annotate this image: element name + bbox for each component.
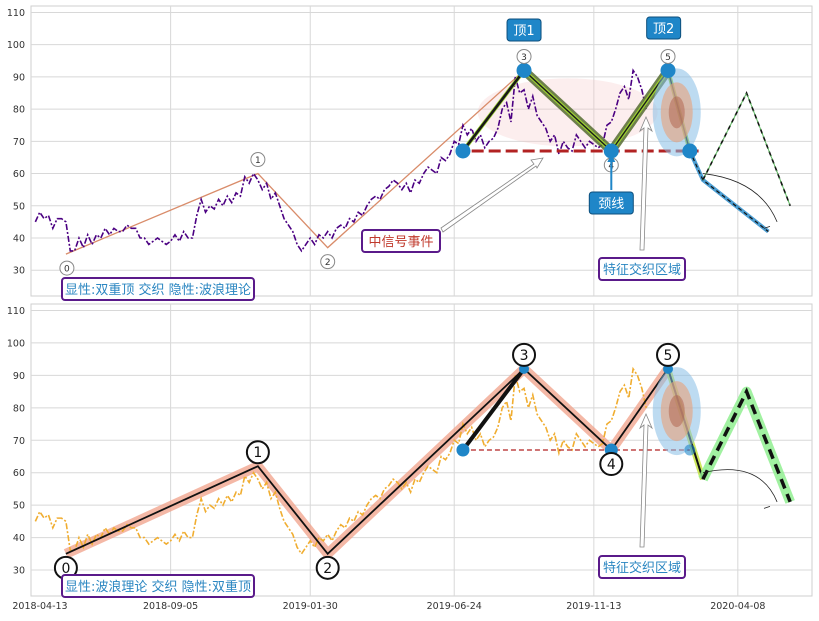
- y-tick-label: 70: [13, 436, 25, 447]
- y-tick-label: 40: [13, 533, 25, 544]
- region-box: [598, 555, 686, 579]
- top-badge-label: 顶1: [513, 24, 534, 39]
- pattern-point: [682, 143, 698, 159]
- wave-label-circle: [315, 555, 340, 580]
- signal-box: [361, 229, 441, 253]
- y-tick-label: 100: [7, 40, 25, 51]
- legend-label: 显性:波浪理论 交织 隐性:双重顶: [65, 579, 251, 595]
- wave-label: 1: [253, 445, 262, 461]
- projection-line: [701, 387, 792, 503]
- top-panel: 30405060708090100110012345顶1顶2颈线中信号事件特征交…: [7, 5, 813, 301]
- region-label: 特征交织区域: [603, 560, 681, 576]
- region-label: 特征交织区域: [603, 262, 681, 278]
- wave-label-circle: [59, 260, 75, 276]
- y-tick-label: 70: [13, 137, 25, 148]
- pattern-point: [660, 62, 676, 78]
- forecast-arc-end: [763, 506, 771, 509]
- pattern-point: [516, 62, 532, 78]
- y-tick-label: 80: [13, 105, 25, 116]
- y-tick-label: 60: [13, 468, 25, 479]
- y-tick-label: 90: [13, 371, 25, 382]
- y-tick-label: 50: [13, 501, 25, 512]
- wave-label-circle: [599, 452, 624, 476]
- interweave-ellipse-inner: [668, 395, 685, 428]
- bottom-panel: 30 40 50 60 70 80 90 100 110 0 1 2 3 4 5 特征交织区域显性:波浪理论 …: [7, 303, 813, 598]
- y-tick-label: 110: [7, 306, 25, 317]
- y-tick-label: 30: [13, 566, 25, 577]
- wave-label: 3: [520, 348, 529, 364]
- pattern-point: [455, 143, 471, 159]
- top-badge-label: 顶2: [653, 22, 674, 37]
- pattern-point: [684, 444, 696, 456]
- pattern-point: [456, 443, 470, 457]
- x-axis: 2018-04-13 2018-09-05 2019-01-30 2019-06-24…: [12, 601, 765, 612]
- wave-projection-accent: [702, 91, 791, 206]
- wave-label: 4: [607, 457, 616, 473]
- wave-label-circle: [656, 342, 681, 367]
- y-tick-label: 30: [13, 266, 25, 277]
- y-tick-label: 100: [7, 338, 25, 349]
- wave-line: [65, 367, 669, 556]
- wave-label: 3: [521, 53, 527, 63]
- region-box: [598, 257, 686, 281]
- neckline-arrow-head: [607, 154, 616, 162]
- wave-label: 5: [664, 348, 673, 364]
- wave-label: 1: [255, 156, 261, 166]
- signal-arrow: [440, 157, 544, 233]
- y-tick-label: 80: [13, 403, 25, 414]
- forecast-arc-end: [763, 225, 771, 229]
- wave-label: 0: [64, 265, 70, 275]
- wave-label: 2: [325, 258, 331, 268]
- legend-box: [61, 574, 255, 598]
- pattern-entry-line: [461, 367, 526, 452]
- y-tick-label: 110: [7, 8, 25, 19]
- wave-label-circle: [512, 342, 537, 367]
- x-tick-label: 2019-06-24: [427, 601, 482, 612]
- x-tick-label: 2020-04-08: [710, 601, 765, 612]
- legend-box: [61, 277, 255, 301]
- neckline-badge: [588, 191, 634, 215]
- signal-label: 中信号事件: [368, 235, 433, 250]
- wave-label: 0: [61, 561, 70, 577]
- wave-label-circle: [245, 440, 270, 465]
- forecast-arc: [702, 173, 778, 223]
- top-badge: [506, 18, 542, 42]
- x-tick-label: 2019-11-13: [566, 601, 621, 612]
- wave-label: 2: [323, 561, 332, 577]
- top-badge: [646, 16, 682, 40]
- legend-label: 显性:双重顶 交织 隐性:波浪理论: [65, 282, 251, 298]
- wave-label-circle: [250, 152, 266, 168]
- forecast-arc: [702, 469, 778, 503]
- price-series-line: [34, 68, 647, 253]
- y-tick-label: 60: [13, 169, 25, 180]
- region-arrow: [639, 412, 653, 548]
- y-tick-label: 90: [13, 72, 25, 83]
- wave-label: 5: [665, 53, 671, 63]
- y-tick-label: 50: [13, 201, 25, 212]
- pattern-point: [603, 143, 619, 159]
- interweave-ellipse-inner: [668, 96, 685, 129]
- wave-label-circle: [516, 48, 532, 64]
- x-tick-label: 2019-01-30: [283, 601, 338, 612]
- region-arrow: [639, 115, 653, 251]
- price-series-line: [34, 366, 647, 556]
- wave-label-circle: [320, 254, 336, 270]
- x-tick-label: 2018-09-05: [143, 601, 198, 612]
- wave-impulse-line: [65, 69, 525, 255]
- wave-label-circle: [660, 48, 676, 64]
- x-tick-label: 2018-04-13: [12, 601, 67, 612]
- neckline-badge-label: 颈线: [598, 197, 624, 212]
- y-tick-label: 40: [13, 234, 25, 245]
